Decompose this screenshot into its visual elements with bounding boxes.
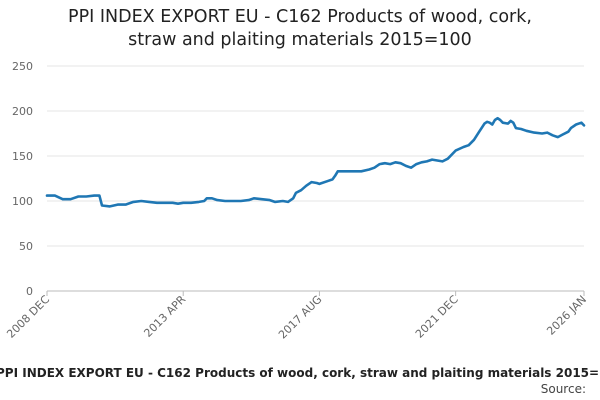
y-tick-label: 200 <box>12 105 33 118</box>
y-tick-label: 50 <box>19 240 33 253</box>
x-tick-label: 2013 APR <box>141 293 188 340</box>
series-line <box>45 116 586 208</box>
y-tick-label: 0 <box>26 285 33 298</box>
x-tick-label: 2017 AUG <box>276 293 325 342</box>
x-tick-label: 2021 DEC <box>413 293 461 341</box>
chart-title: PPI INDEX EXPORT EU - C162 Products of w… <box>0 6 600 52</box>
x-tick-label: 2008 DEC <box>4 293 52 341</box>
y-gridlines <box>47 65 584 292</box>
series-lines <box>45 116 586 208</box>
y-tick-label: 250 <box>12 60 33 73</box>
source-label: Source: <box>540 382 586 396</box>
x-tick-label: 2026 JAN <box>544 293 589 338</box>
y-tick-label: 100 <box>12 195 33 208</box>
chart-title-line-1: PPI INDEX EXPORT EU - C162 Products of w… <box>68 7 532 27</box>
chart-title-line-2: straw and plaiting materials 2015=100 <box>128 30 472 50</box>
chart-caption: PPI INDEX EXPORT EU - C162 Products of w… <box>0 366 600 380</box>
x-axis: 2008 DEC 2013 APR 2017 AUG 2021 DEC 2026 JAN <box>4 291 589 341</box>
y-axis: 0 50 100 150 200 250 <box>12 60 33 298</box>
y-tick-label: 150 <box>12 150 33 163</box>
